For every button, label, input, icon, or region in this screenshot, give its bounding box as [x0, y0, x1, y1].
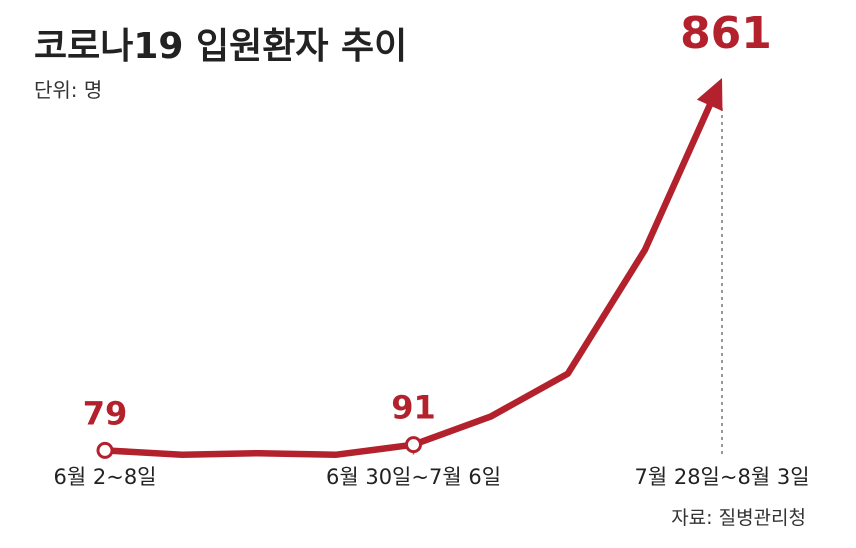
- chart-title: 코로나19 입원환자 추이: [34, 26, 407, 67]
- data-label: 79: [83, 394, 128, 432]
- x-tick-label: 6월 30일~7월 6일: [326, 465, 501, 489]
- data-point-marker: [96, 441, 114, 459]
- arrow-head: [696, 78, 723, 112]
- unit-label: 단위: 명: [34, 78, 102, 102]
- source-label: 자료: 질병관리청: [671, 507, 806, 529]
- data-label: 861: [680, 8, 772, 59]
- x-tick-label: 7월 28일~8월 3일: [634, 465, 809, 489]
- data-point-marker: [405, 436, 422, 454]
- x-tick-label: 6월 2~8일: [54, 465, 157, 489]
- plot-area: 79 91 861 6월 2~8일 6월 30일~7월 6일 7월 28일~8월 3일: [54, 8, 810, 489]
- data-label: 91: [391, 389, 436, 427]
